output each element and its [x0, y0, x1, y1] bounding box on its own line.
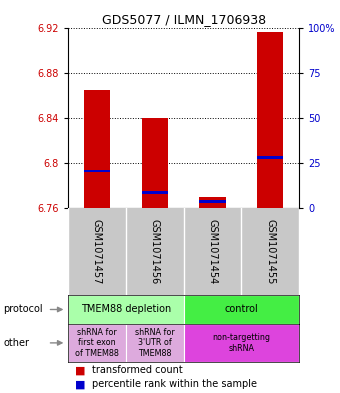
- Bar: [68, 295, 184, 324]
- Text: shRNA for
first exon
of TMEM88: shRNA for first exon of TMEM88: [75, 328, 119, 358]
- Text: GSM1071456: GSM1071456: [150, 219, 160, 284]
- Bar: [184, 324, 299, 362]
- Bar: [68, 324, 126, 362]
- Text: percentile rank within the sample: percentile rank within the sample: [92, 379, 257, 389]
- Text: protocol: protocol: [3, 305, 43, 314]
- Text: GSM1071457: GSM1071457: [92, 219, 102, 284]
- Bar: [200, 200, 225, 203]
- Bar: [257, 32, 283, 208]
- Text: TMEM88 depletion: TMEM88 depletion: [81, 305, 171, 314]
- Text: GSM1071455: GSM1071455: [265, 219, 275, 284]
- Text: ■: ■: [75, 379, 85, 389]
- Bar: [257, 156, 283, 159]
- Text: ■: ■: [75, 365, 85, 375]
- Bar: [184, 295, 299, 324]
- Bar: [84, 170, 110, 173]
- Bar: [200, 197, 225, 208]
- Text: other: other: [3, 338, 29, 348]
- Bar: [126, 324, 184, 362]
- Text: transformed count: transformed count: [92, 365, 183, 375]
- Bar: [142, 118, 168, 208]
- Text: shRNA for
3'UTR of
TMEM88: shRNA for 3'UTR of TMEM88: [135, 328, 174, 358]
- Text: non-targetting
shRNA: non-targetting shRNA: [212, 333, 270, 353]
- Text: control: control: [224, 305, 258, 314]
- Title: GDS5077 / ILMN_1706938: GDS5077 / ILMN_1706938: [102, 13, 266, 26]
- Text: GSM1071454: GSM1071454: [207, 219, 218, 284]
- Bar: [142, 191, 168, 194]
- Bar: [84, 90, 110, 208]
